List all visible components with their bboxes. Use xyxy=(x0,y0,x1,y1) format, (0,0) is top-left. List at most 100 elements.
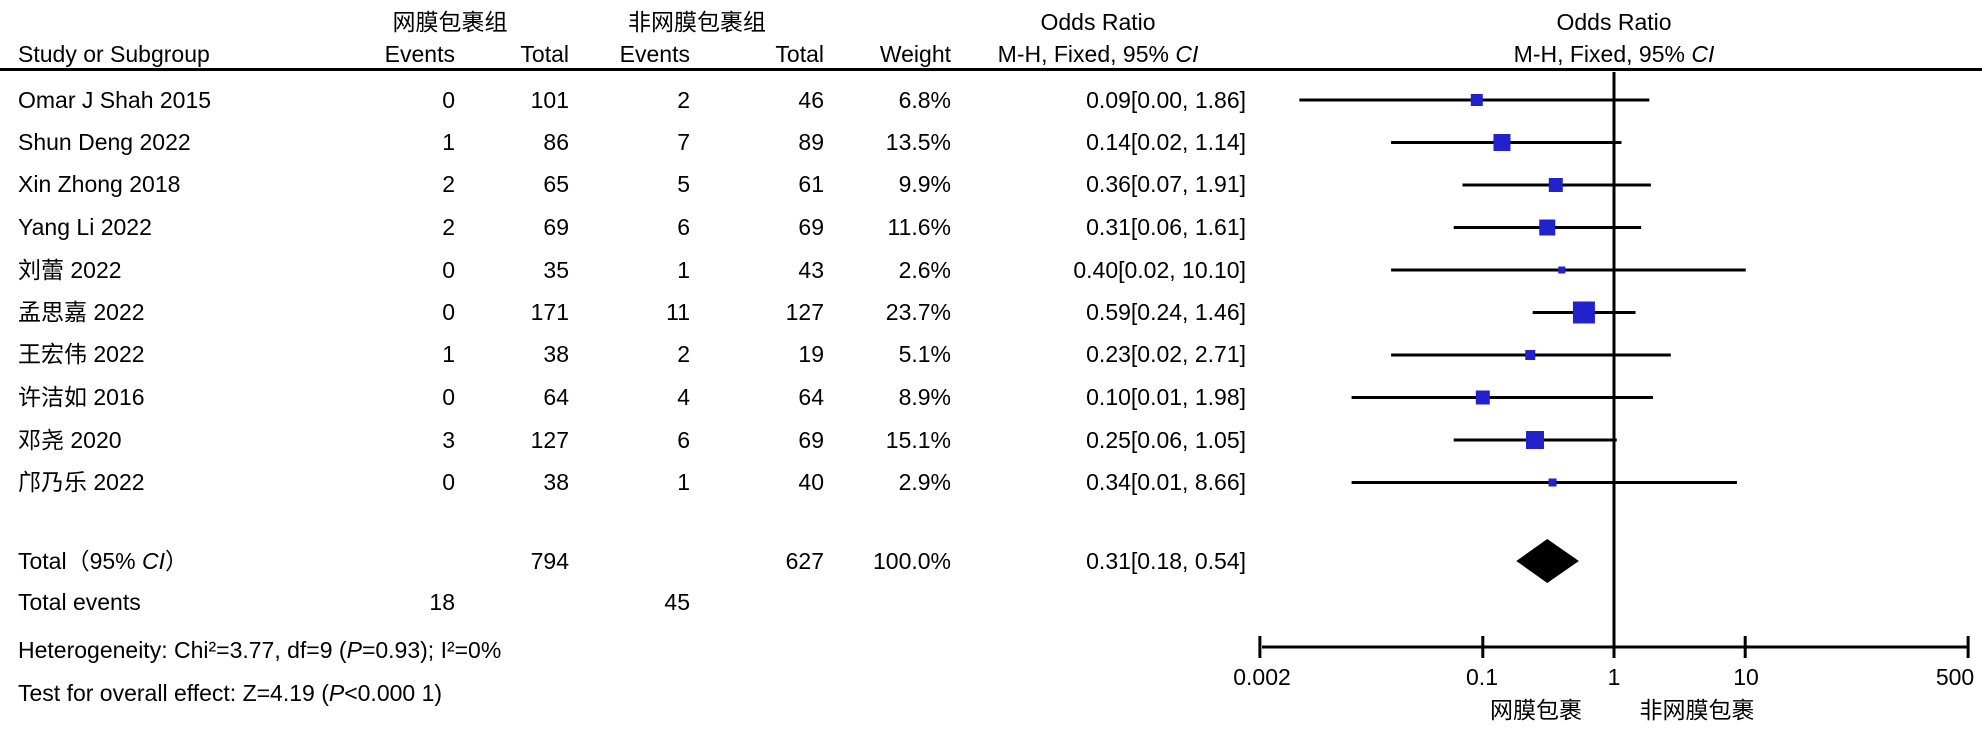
total-cell: 40 xyxy=(798,469,824,495)
total-cell: 61 xyxy=(798,171,824,197)
events-cell: 18 xyxy=(429,589,455,615)
total-cell: 46 xyxy=(798,87,824,113)
odds-ratio-header-right: Odds Ratio xyxy=(1556,9,1672,35)
table-row: 刘蕾 2022 0 35 1 43 2.6% 0.40[0.02, 10.10] xyxy=(0,254,1982,287)
overall-effect-text: Test for overall effect: Z=4.19 ( xyxy=(18,680,329,706)
total-row: Total（95% CI） 794 627 100.0% 0.31[0.18, … xyxy=(0,545,1982,578)
total-cell: 794 xyxy=(530,548,569,574)
events-cell: 3 xyxy=(442,427,455,453)
total-cell: 89 xyxy=(798,129,824,155)
ci-italic: CI xyxy=(1691,41,1715,67)
weight-cell: 23.7% xyxy=(885,299,951,325)
study-name: Shun Deng 2022 xyxy=(18,129,191,155)
study-name: 邝乃乐 2022 xyxy=(18,469,145,495)
table-row: 许洁如 2016 0 64 4 64 8.9% 0.10[0.01, 1.98] xyxy=(0,381,1982,414)
total-cell: 19 xyxy=(798,341,824,367)
total-label: Total（95% CI） xyxy=(18,545,188,578)
total-cell: 69 xyxy=(798,427,824,453)
events-cell: 1 xyxy=(677,257,690,283)
events-cell: 1 xyxy=(442,341,455,367)
events-cell: 0 xyxy=(442,87,455,113)
events-cell: 0 xyxy=(442,384,455,410)
study-column-header: Study or Subgroup xyxy=(18,41,210,67)
events-cell: 2 xyxy=(442,214,455,240)
total2-column-header: Total xyxy=(775,41,824,67)
overall-effect-text: <0.000 1) xyxy=(344,680,443,706)
events-cell: 0 xyxy=(442,257,455,283)
table-row: 邝乃乐 2022 0 38 1 40 2.9% 0.34[0.01, 8.66] xyxy=(0,466,1982,499)
group2-header: 非网膜包裹组 xyxy=(628,9,766,35)
study-name: 王宏伟 2022 xyxy=(18,341,145,367)
axis-tick-label: 500 xyxy=(1935,664,1975,690)
events-cell: 6 xyxy=(677,427,690,453)
events-cell: 5 xyxy=(677,171,690,197)
total-label-text: ） xyxy=(165,548,189,574)
events-cell: 7 xyxy=(677,129,690,155)
total-cell: 171 xyxy=(530,299,569,325)
heterogeneity-line: Heterogeneity: Chi²=3.77, df=9 (P=0.93);… xyxy=(18,634,501,667)
events-cell: 1 xyxy=(677,469,690,495)
events-cell: 0 xyxy=(442,299,455,325)
events-cell: 4 xyxy=(677,384,690,410)
study-name: Xin Zhong 2018 xyxy=(18,171,181,197)
header-divider-rule xyxy=(0,68,1982,71)
total-cell: 43 xyxy=(798,257,824,283)
total-events-row: Total events 18 45 xyxy=(0,586,1982,619)
total-cell: 64 xyxy=(798,384,824,410)
weight-cell: 9.9% xyxy=(898,171,951,197)
axis-tick-label: 10 xyxy=(1733,664,1759,690)
or-ci-cell: 0.10[0.01, 1.98] xyxy=(1086,384,1246,410)
mh-fixed-header-left: M-H, Fixed, 95% CI xyxy=(998,38,1199,71)
mh-fixed-text: M-H, Fixed, 95% xyxy=(997,41,1176,67)
heterogeneity-text: =0.93); I²=0% xyxy=(361,637,502,663)
total-cell: 65 xyxy=(543,171,569,197)
weight-cell: 15.1% xyxy=(885,427,951,453)
total-events-label: Total events xyxy=(18,589,141,615)
weight-cell: 2.9% xyxy=(898,469,951,495)
events1-column-header: Events xyxy=(384,41,455,67)
weight-cell: 13.5% xyxy=(885,129,951,155)
or-ci-cell: 0.36[0.07, 1.91] xyxy=(1086,171,1246,197)
weight-cell: 8.9% xyxy=(898,384,951,410)
events-cell: 11 xyxy=(666,299,690,325)
favours-right-label: 非网膜包裹 xyxy=(1639,697,1755,723)
events-cell: 2 xyxy=(442,171,455,197)
or-ci-cell: 0.23[0.02, 2.71] xyxy=(1086,341,1246,367)
heterogeneity-text: Heterogeneity: Chi²=3.77, df=9 ( xyxy=(18,637,347,663)
table-row: Shun Deng 2022 1 86 7 89 13.5% 0.14[0.02… xyxy=(0,126,1982,159)
or-ci-cell: 0.59[0.24, 1.46] xyxy=(1086,299,1246,325)
study-name: Yang Li 2022 xyxy=(18,214,152,240)
study-name: 刘蕾 2022 xyxy=(18,257,122,283)
total-cell: 69 xyxy=(543,214,569,240)
ci-italic: CI xyxy=(142,548,166,574)
events-cell: 6 xyxy=(677,214,690,240)
total-label-text: Total（95% xyxy=(18,548,143,574)
total-cell: 64 xyxy=(543,384,569,410)
study-name: 孟思嘉 2022 xyxy=(18,299,145,325)
odds-ratio-header-left: Odds Ratio xyxy=(1040,9,1156,35)
mh-fixed-text: M-H, Fixed, 95% xyxy=(1513,41,1692,67)
or-ci-cell: 0.40[0.02, 10.10] xyxy=(1073,257,1246,283)
axis-tick-label: 0.1 xyxy=(1466,664,1498,690)
events-cell: 1 xyxy=(442,129,455,155)
or-ci-cell: 0.25[0.06, 1.05] xyxy=(1086,427,1246,453)
events-cell: 2 xyxy=(677,341,690,367)
total-cell: 127 xyxy=(785,299,824,325)
ci-italic: CI xyxy=(1175,41,1199,67)
x-axis-tick xyxy=(1481,636,1485,658)
total-cell: 35 xyxy=(543,257,569,283)
weight-cell: 5.1% xyxy=(898,341,951,367)
group1-header: 网膜包裹组 xyxy=(392,9,508,35)
table-row: 邓尧 2020 3 127 6 69 15.1% 0.25[0.06, 1.05… xyxy=(0,424,1982,457)
weight-cell: 11.6% xyxy=(887,214,951,240)
table-row: 王宏伟 2022 1 38 2 19 5.1% 0.23[0.02, 2.71] xyxy=(0,338,1982,371)
favours-left-label: 网膜包裹 xyxy=(1490,697,1582,723)
x-axis-tick xyxy=(1966,636,1970,658)
or-ci-cell: 0.09[0.00, 1.86] xyxy=(1086,87,1246,113)
table-row: 孟思嘉 2022 0 171 11 127 23.7% 0.59[0.24, 1… xyxy=(0,296,1982,329)
weight-cell: 6.8% xyxy=(898,87,951,113)
or-ci-cell: 0.34[0.01, 8.66] xyxy=(1086,469,1246,495)
or-ci-cell: 0.31[0.18, 0.54] xyxy=(1086,548,1246,574)
mh-fixed-header-right: M-H, Fixed, 95% CI xyxy=(1514,38,1715,71)
x-axis-tick xyxy=(1743,636,1747,658)
